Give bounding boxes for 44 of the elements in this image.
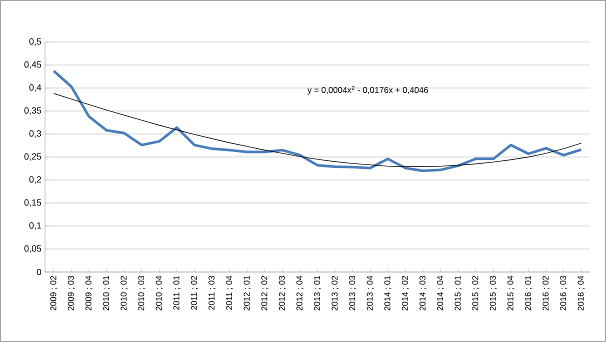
- x-tick-label: 2013 ; 03: [349, 276, 356, 310]
- line-series: [52, 70, 583, 172]
- x-tick-label: 2010 ; 02: [120, 276, 128, 310]
- x-tick-label: 2010 ; 01: [103, 276, 110, 310]
- x-tick-label: 2016 ; 04: [578, 276, 585, 310]
- x-tick-label: 2015 ; 02: [472, 276, 480, 310]
- x-tick-label: 2009 ; 02: [50, 276, 58, 310]
- x-tick-label: 2014 ; 02: [402, 276, 409, 310]
- y-tick-label: 0,4: [29, 84, 42, 92]
- x-tick-label: 2010 ; 03: [138, 276, 146, 310]
- x-tick-label: 2016 ; 03: [560, 276, 568, 310]
- annotation: y = 0,0004x$^{2}$ - 0,0176x + 0,4046: [307, 86, 428, 95]
- x-tick-label: 2014 ; 01: [384, 276, 392, 310]
- x-tick-label: 2011 ; 02: [190, 276, 198, 310]
- x-tick-label: 2015 ; 03: [490, 276, 497, 310]
- x-tick-label: 2013 ; 02: [332, 276, 339, 310]
- x-tick-label: 2014 ; 04: [437, 276, 444, 310]
- x-tick-label: 2011 ; 03: [208, 276, 216, 310]
- y-tick-label: 0,2: [29, 176, 42, 184]
- x-tick-label: 2011 ; 04: [226, 276, 234, 310]
- x-tick-label: 2010 ; 04: [156, 276, 163, 310]
- x-tick-label: 2013 ; 01: [314, 276, 321, 310]
- x-tick-label: 2009 ; 04: [85, 276, 92, 310]
- y-tick-label: 0,35: [24, 107, 42, 115]
- y-tick-label: 0,05: [24, 245, 42, 253]
- y-tick-label: 0,45: [24, 61, 42, 69]
- y-tick-label: 0: [36, 268, 42, 276]
- x-tick-label: 2016 ; 02: [542, 276, 550, 310]
- y-tick-label: 0,15: [24, 199, 42, 207]
- x-tick-label: 2012 ; 02: [261, 276, 268, 310]
- x-tick-label: 2012 ; 04: [296, 276, 304, 310]
- y-tick-label: 0,5: [29, 38, 42, 46]
- x-tick-label: 2016 ; 01: [524, 276, 532, 310]
- x-tick-label: 2013 ; 04: [366, 276, 374, 310]
- y-tick-label: 0,3: [29, 130, 42, 138]
- x-tick-label: 2012 ; 03: [278, 276, 286, 310]
- x-tick-label: 2012 ; 01: [244, 276, 251, 310]
- x-tick-label: 2015 ; 04: [507, 276, 514, 310]
- x-tick-label: 2011 ; 01: [173, 276, 180, 310]
- x-tick-label: 2009 ; 03: [68, 276, 75, 310]
- y-tick-label: 0,25: [24, 153, 42, 161]
- y-tick-label: 0,1: [29, 222, 42, 230]
- x-tick-label: 2014 ; 03: [420, 276, 426, 310]
- x-tick-label: 2015 ; 01: [454, 276, 462, 310]
